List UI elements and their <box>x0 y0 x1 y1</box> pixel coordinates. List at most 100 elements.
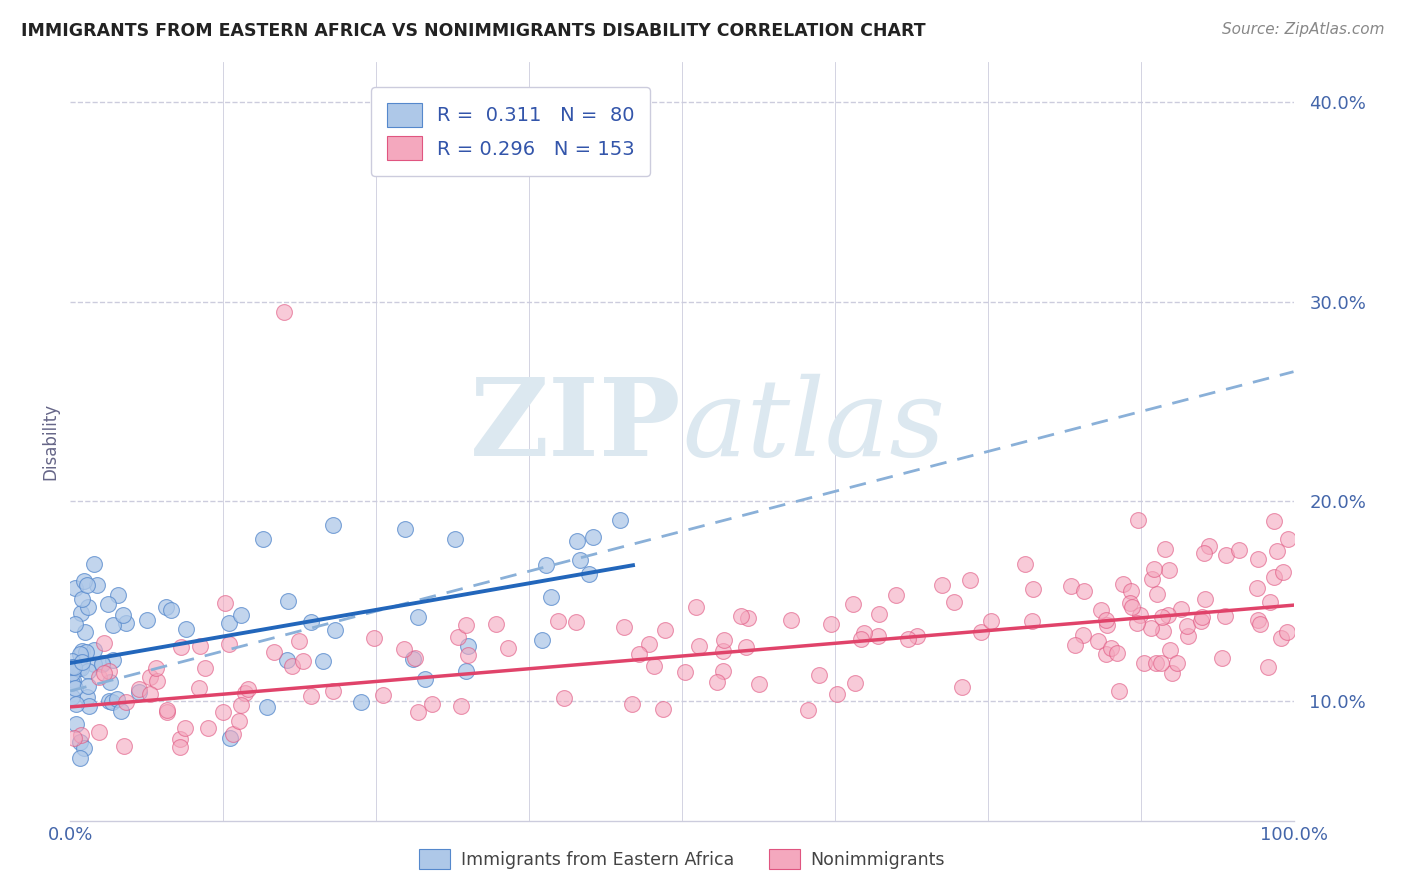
Point <box>97 694 120 708</box>
Point <box>222 727 245 741</box>
Point <box>711 664 734 678</box>
Point <box>1119 596 1142 610</box>
Point <box>643 658 665 673</box>
Point <box>1258 595 1281 609</box>
Point <box>101 653 124 667</box>
Point <box>83 558 105 572</box>
Point <box>422 697 444 711</box>
Point <box>825 687 848 701</box>
Point <box>86 578 108 592</box>
Point <box>748 677 770 691</box>
Point <box>156 704 179 718</box>
Point <box>76 578 98 592</box>
Point <box>69 647 91 661</box>
Point <box>1152 624 1174 638</box>
Point <box>90 656 112 670</box>
Text: IMMIGRANTS FROM EASTERN AFRICA VS NONIMMIGRANTS DISABILITY CORRELATION CHART: IMMIGRANTS FROM EASTERN AFRICA VS NONIMM… <box>21 22 925 40</box>
Point <box>1211 650 1233 665</box>
Point <box>101 617 124 632</box>
Point <box>1095 618 1118 632</box>
Point <box>1140 572 1163 586</box>
Point <box>363 631 385 645</box>
Text: Source: ZipAtlas.com: Source: ZipAtlas.com <box>1222 22 1385 37</box>
Point <box>110 704 132 718</box>
Point <box>322 683 344 698</box>
Point <box>1247 552 1270 566</box>
Point <box>69 735 91 749</box>
Point <box>534 558 557 572</box>
Point <box>1154 541 1177 556</box>
Point <box>443 532 465 546</box>
Point <box>980 614 1002 628</box>
Point <box>229 607 252 622</box>
Point <box>1194 591 1216 606</box>
Point <box>706 675 728 690</box>
Point <box>1099 640 1122 655</box>
Point <box>72 644 94 658</box>
Point <box>496 641 519 656</box>
Point <box>1227 543 1250 558</box>
Point <box>1159 643 1181 657</box>
Point <box>1189 615 1212 629</box>
Point <box>394 522 416 536</box>
Point <box>711 644 734 658</box>
Point <box>1073 584 1095 599</box>
Point <box>959 574 981 588</box>
Point <box>457 639 479 653</box>
Point <box>87 670 110 684</box>
Point <box>73 574 96 589</box>
Point <box>76 690 98 704</box>
Point <box>292 654 315 668</box>
Point <box>83 657 105 671</box>
Point <box>485 616 508 631</box>
Point <box>1144 656 1167 670</box>
Point <box>1014 557 1036 571</box>
Point <box>65 717 87 731</box>
Point <box>256 700 278 714</box>
Point <box>808 668 831 682</box>
Point <box>673 665 696 679</box>
Point <box>63 617 86 632</box>
Point <box>446 630 468 644</box>
Point <box>1159 563 1181 577</box>
Point <box>1263 570 1285 584</box>
Point <box>1126 513 1149 527</box>
Point <box>652 702 675 716</box>
Point <box>93 636 115 650</box>
Point <box>67 661 90 675</box>
Point <box>87 725 110 739</box>
Point <box>65 697 87 711</box>
Point <box>1257 660 1279 674</box>
Point <box>174 722 197 736</box>
Point <box>1152 609 1174 624</box>
Point <box>322 518 344 533</box>
Point <box>450 698 472 713</box>
Point <box>63 581 86 595</box>
Point <box>65 681 87 695</box>
Point <box>1175 619 1198 633</box>
Point <box>146 673 169 688</box>
Point <box>112 607 135 622</box>
Point <box>820 617 842 632</box>
Point <box>155 599 177 614</box>
Point <box>299 689 322 703</box>
Point <box>169 640 191 655</box>
Point <box>155 705 177 719</box>
Point <box>371 688 394 702</box>
Point <box>853 625 876 640</box>
Point <box>93 665 115 680</box>
Point <box>273 305 295 319</box>
Point <box>98 675 121 690</box>
Point <box>1063 638 1085 652</box>
Point <box>1177 630 1199 644</box>
Point <box>60 654 83 668</box>
Point <box>218 616 240 631</box>
Point <box>138 670 160 684</box>
Point <box>136 613 159 627</box>
Point <box>169 739 191 754</box>
Point <box>75 645 97 659</box>
Point <box>553 690 575 705</box>
Point <box>780 613 803 627</box>
Point <box>1108 684 1130 698</box>
Point <box>688 639 710 653</box>
